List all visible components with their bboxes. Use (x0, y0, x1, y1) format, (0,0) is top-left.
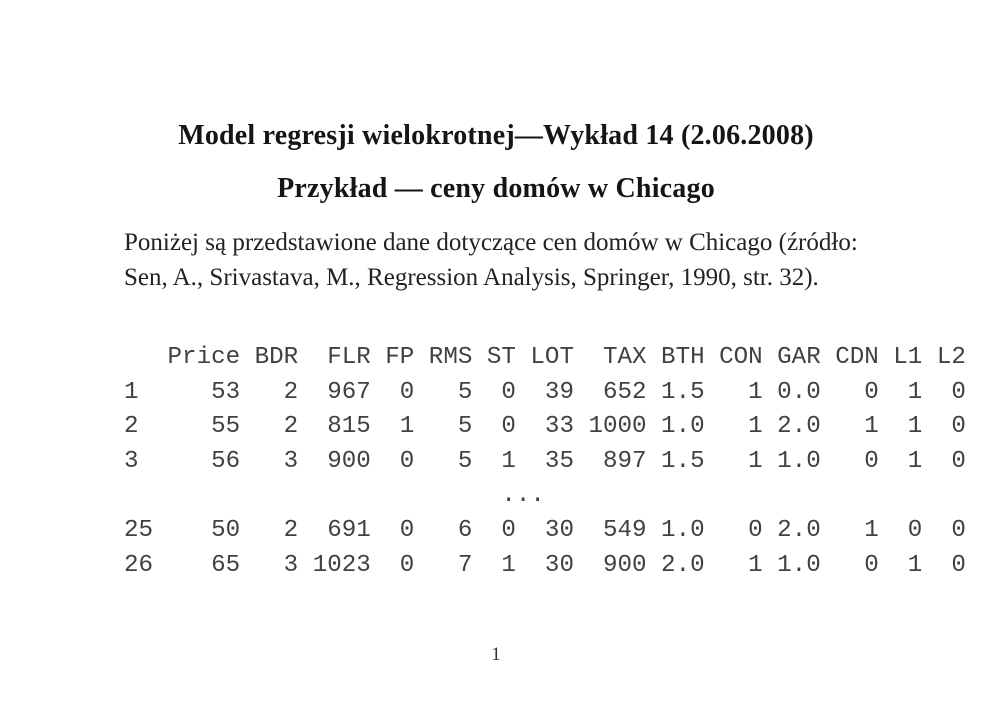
table-row: 1 53 2 967 0 5 0 39 652 1.5 1 0.0 0 1 0 (124, 378, 966, 406)
table-row: 3 56 3 900 0 5 1 35 897 1.5 1 1.0 0 1 0 (124, 447, 966, 475)
table-row: 25 50 2 691 0 6 0 30 549 1.0 0 2.0 1 0 0 (124, 516, 966, 544)
table-ellipsis-row: ... (124, 482, 545, 510)
table-row: 26 65 3 1023 0 7 1 30 900 2.0 1 1.0 0 1 … (124, 551, 966, 579)
page-subtitle: Przykład — ceny domów w Chicago (277, 173, 715, 204)
paragraph-line-1: Poniżej są przedstawione dane dotyczące … (124, 229, 858, 256)
page-number: 1 (491, 644, 501, 665)
paragraph-line-2: Sen, A., Srivastava, M., Regression Anal… (124, 264, 819, 291)
table-header-row: Price BDR FLR FP RMS ST LOT TAX BTH CON … (124, 344, 966, 371)
page-title: Model regresji wielokrotnej—Wykład 14 (2… (178, 120, 814, 151)
table-row: 2 55 2 815 1 5 0 33 1000 1.0 1 2.0 1 1 0 (124, 413, 966, 441)
data-table: Price BDR FLR FP RMS ST LOT TAX BTH CON … (124, 341, 966, 583)
